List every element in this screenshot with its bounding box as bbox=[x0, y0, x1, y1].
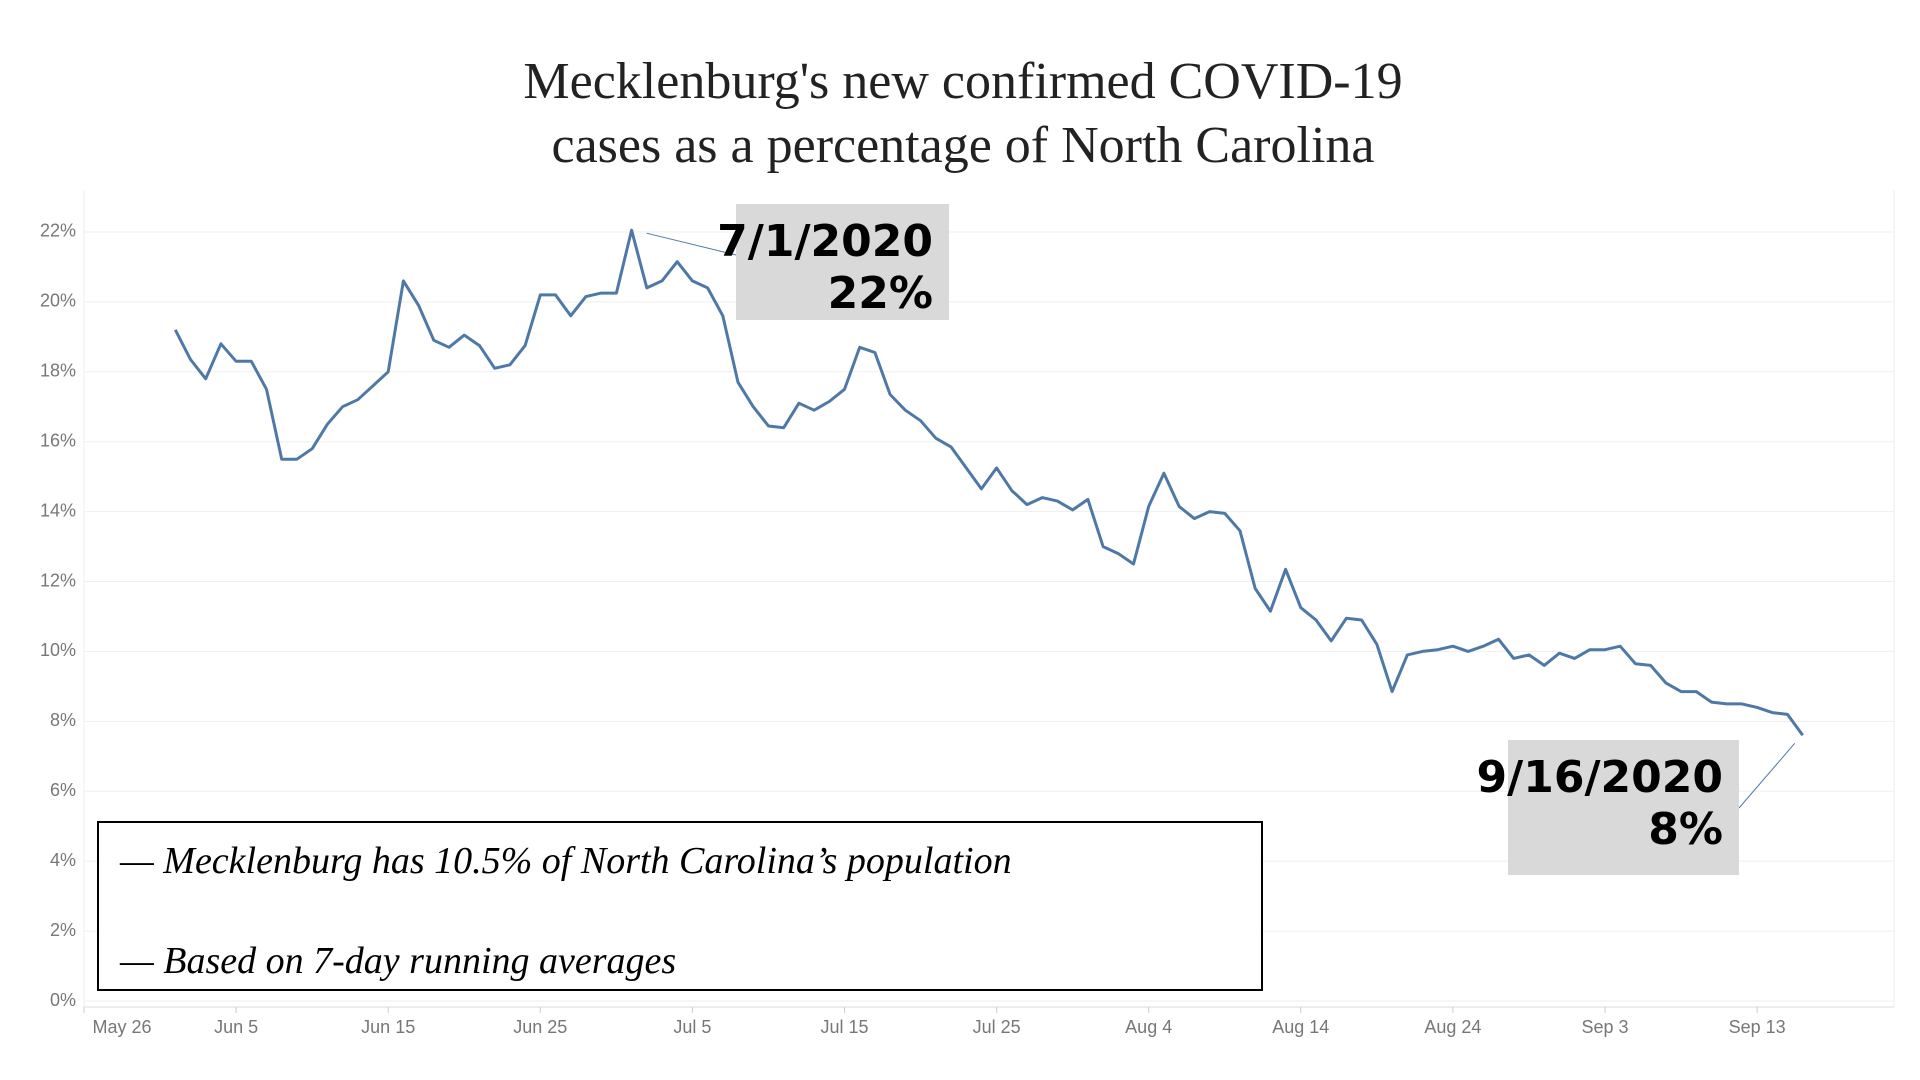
note: — Mecklenburg has 10.5% of North Carolin… bbox=[119, 840, 1012, 882]
y-tick-label: 14% bbox=[40, 500, 76, 520]
annotation-text: 8% bbox=[1648, 804, 1723, 855]
annotation-box bbox=[1508, 740, 1739, 875]
annotation-box bbox=[736, 204, 949, 320]
annotation-connector bbox=[646, 232, 737, 256]
note: — Based on 7-day running averages bbox=[119, 940, 676, 982]
y-tick-label: 10% bbox=[40, 640, 76, 660]
y-tick-label: 20% bbox=[40, 291, 76, 311]
y-tick-label: 8% bbox=[50, 710, 76, 730]
x-tick-label: Jul 15 bbox=[820, 1017, 868, 1037]
annotation-connector bbox=[1738, 743, 1796, 809]
y-tick-label: 18% bbox=[40, 361, 76, 381]
y-tick-label: 22% bbox=[40, 221, 76, 241]
x-tick-label: Jul 5 bbox=[673, 1017, 711, 1037]
series-line bbox=[173, 228, 1804, 737]
x-tick-label: Aug 14 bbox=[1272, 1017, 1329, 1037]
y-tick-label: 2% bbox=[50, 920, 76, 940]
y-tick-label: 6% bbox=[50, 780, 76, 800]
x-tick-label: Sep 13 bbox=[1729, 1017, 1786, 1037]
x-tick-label: Jun 5 bbox=[214, 1017, 258, 1037]
annotation-text: 7/1/2020 bbox=[717, 216, 933, 267]
x-tick-label: Aug 24 bbox=[1424, 1017, 1481, 1037]
x-tick-label: Aug 4 bbox=[1125, 1017, 1172, 1037]
x-tick-label: Jul 25 bbox=[973, 1017, 1021, 1037]
chart-title: Mecklenburg's new confirmed COVID-19 bbox=[523, 53, 1402, 110]
chart-title: cases as a percentage of North Carolina bbox=[552, 117, 1375, 174]
y-tick-label: 12% bbox=[40, 570, 76, 590]
x-tick-label: Sep 3 bbox=[1581, 1017, 1628, 1037]
y-tick-label: 4% bbox=[50, 850, 76, 870]
x-tick-label: Jun 15 bbox=[361, 1017, 415, 1037]
annotation-text: 9/16/2020 bbox=[1477, 752, 1723, 803]
x-tick-label: May 26 bbox=[92, 1017, 151, 1037]
annotation-text: 22% bbox=[828, 268, 933, 319]
y-tick-label: 16% bbox=[40, 430, 76, 450]
notes-box bbox=[97, 821, 1263, 991]
y-tick-label: 0% bbox=[50, 990, 76, 1010]
x-tick-label: Jun 25 bbox=[513, 1017, 567, 1037]
